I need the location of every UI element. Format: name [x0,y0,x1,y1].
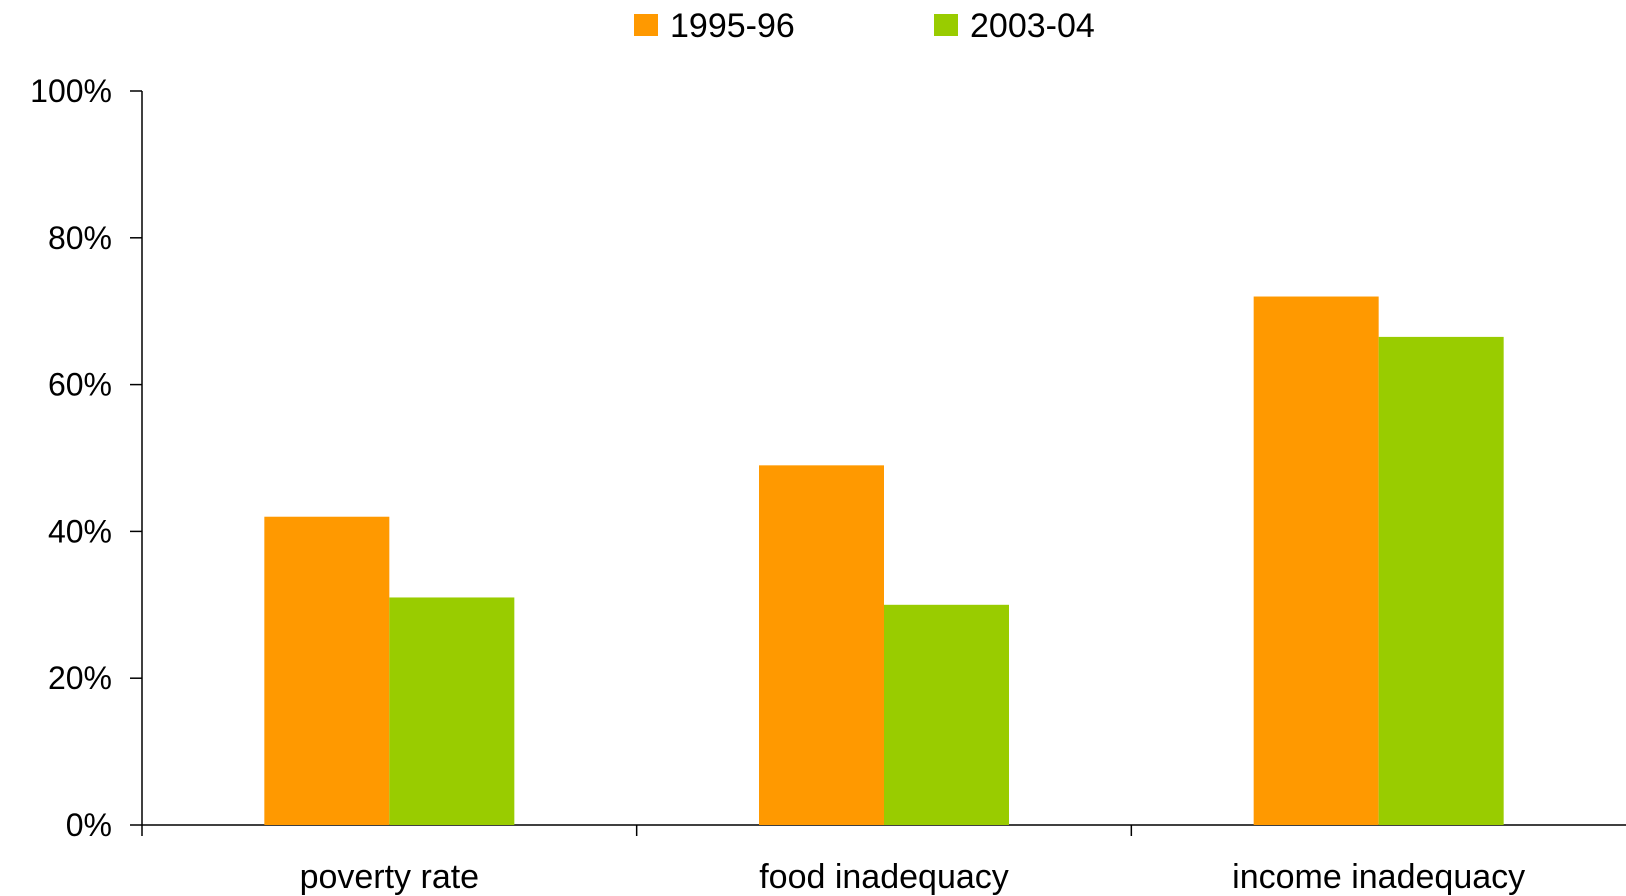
x-category-label: income inadequacy [1232,858,1525,896]
y-tick-label: 60% [48,367,112,403]
bar-1995-96-income-inadequacy [1253,296,1379,825]
bar-2003-04-poverty-rate [389,597,515,825]
y-axis: 0% 20% 40% 60% 80% 100% [30,73,143,843]
x-category-label: food inadequacy [759,858,1009,896]
legend-label: 1995-96 [670,7,795,45]
y-tick-label: 20% [48,660,112,696]
legend-swatch [934,14,958,36]
legend-label: 2003-04 [970,7,1095,45]
bar-2003-04-food-inadequacy [884,604,1009,825]
legend-swatch [634,14,658,36]
bar-2003-04-income-inadequacy [1378,336,1504,825]
bars [264,296,1504,825]
y-tick-label: 40% [48,513,112,549]
y-tick-label: 80% [48,220,112,256]
y-tick-label: 100% [30,73,112,109]
bar-1995-96-poverty-rate [264,516,390,825]
legend: 1995-96 2003-04 [634,7,1095,45]
x-axis: poverty rate food inadequacy income inadeq… [141,824,1626,896]
x-category-label: poverty rate [300,858,480,896]
y-tick-label: 0% [66,807,112,843]
bar-1995-96-food-inadequacy [759,465,884,825]
